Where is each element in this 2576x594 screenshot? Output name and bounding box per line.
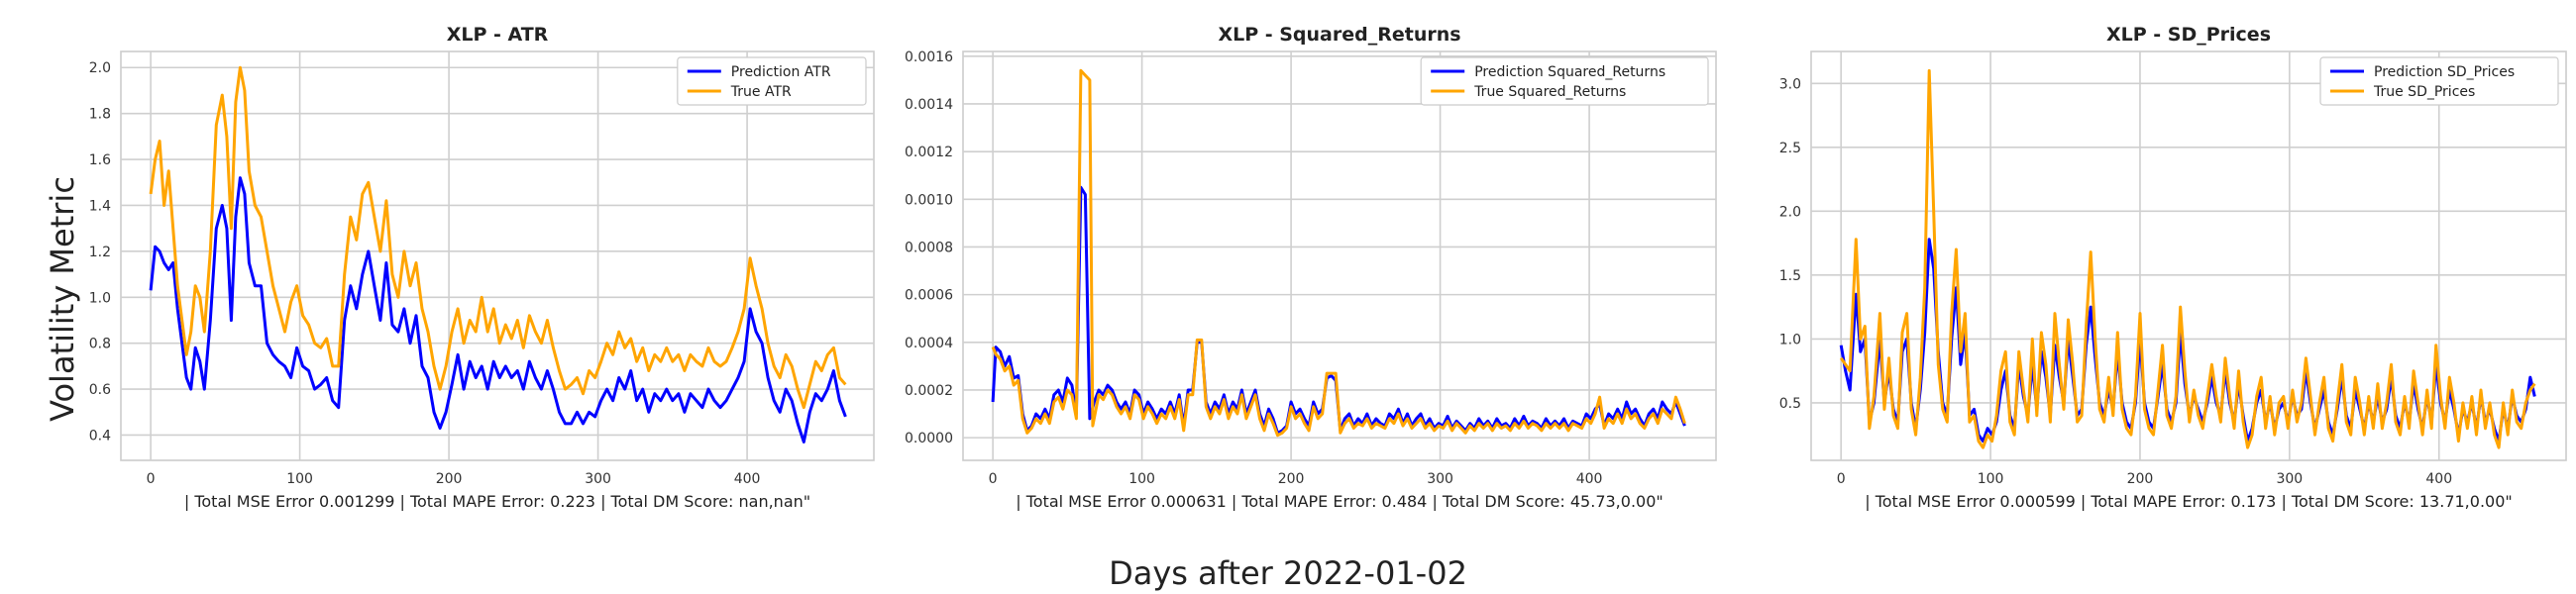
y-tick-label: 2.0: [1779, 204, 1801, 220]
y-tick-label: 0.0014: [905, 97, 953, 113]
y-tick-label: 0.4: [89, 428, 111, 444]
y-tick-label: 1.0: [1779, 332, 1801, 347]
y-tick-label: 1.6: [89, 152, 111, 168]
legend: [1420, 56, 1709, 106]
figure-xlabel: Days after 2022-01-02: [1109, 554, 1467, 592]
x-tick-label: 400: [734, 471, 761, 487]
x-tick-label: 100: [1978, 471, 2004, 487]
y-tick-label: 1.4: [89, 198, 111, 214]
figure-ylabel: Volatility Metric: [44, 176, 81, 422]
series-line-true-sd-prices: [1839, 68, 2536, 449]
metrics-caption: | Total MSE Error 0.000599 | Total MAPE …: [1865, 492, 2513, 511]
y-tick-label: 1.8: [89, 107, 111, 123]
series-line-true-squared-returns: [991, 68, 1686, 438]
subplot-atr: 0 100 200 300 400 0.4 0.6 0.8 1.0 1.2 1.4 1.6 1.8 2.0…: [89, 24, 875, 511]
legend-label: True ATR: [730, 84, 792, 100]
x-tick-label: 200: [436, 471, 463, 487]
legend-label: True SD_Prices: [2373, 84, 2475, 100]
y-tick-label: 0.0004: [905, 336, 953, 351]
x-tick-label: 300: [1427, 471, 1453, 487]
y-tick-label: 0.6: [89, 382, 111, 398]
subplot-squared-returns: 0 100 200 300 400 0.0000 0.0002 0.0004 0.0006 0.0…: [905, 24, 1717, 511]
y-tick-label: 0.0006: [905, 288, 953, 304]
legend-label: Prediction Squared_Returns: [1474, 64, 1665, 80]
x-tick-label: 200: [1278, 471, 1305, 487]
x-tick-label: 100: [1128, 471, 1155, 487]
y-tick-label: 0.0008: [905, 240, 953, 255]
series-line-true-atr: [149, 65, 847, 410]
x-tick-label: 0: [989, 471, 998, 487]
legend-label: True Squared_Returns: [1473, 84, 1626, 100]
x-tick-label: 400: [2425, 471, 2452, 487]
subplot-sd-prices: 0 100 200 300 400 0.5 1.0 1.5 2.0 2.5 3.0 XLP - SD_…: [1779, 24, 2567, 511]
y-tick-label: 2.5: [1779, 141, 1801, 156]
metrics-caption: | Total MSE Error 0.001299 | Total MAPE …: [184, 492, 810, 511]
legend-label: Prediction ATR: [731, 64, 831, 80]
x-tick-label: 400: [1576, 471, 1603, 487]
x-tick-label: 0: [1837, 471, 1846, 487]
x-tick-label: 300: [585, 471, 611, 487]
y-tick-label: 0.0002: [905, 383, 953, 399]
y-tick-label: 1.0: [89, 290, 111, 306]
x-tick-label: 0: [147, 471, 156, 487]
legend-label: Prediction SD_Prices: [2374, 64, 2515, 80]
y-tick-label: 0.8: [89, 337, 111, 352]
y-tick-label: 0.5: [1779, 396, 1801, 412]
metrics-caption: | Total MSE Error 0.000631 | Total MAPE …: [1016, 492, 1664, 511]
y-tick-label: 0.0016: [905, 50, 953, 65]
subplot-title: XLP - Squared_Returns: [1218, 24, 1460, 46]
y-tick-label: 2.0: [89, 60, 111, 76]
y-tick-label: 0.0000: [905, 431, 953, 446]
series-line-prediction-atr: [149, 176, 847, 444]
y-tick-label: 1.2: [89, 245, 111, 260]
subplot-title: XLP - ATR: [447, 24, 549, 46]
x-tick-label: 200: [2127, 471, 2154, 487]
y-tick-label: 0.0010: [905, 192, 953, 208]
legend: [677, 56, 867, 106]
y-tick-label: 3.0: [1779, 76, 1801, 92]
x-tick-label: 100: [286, 471, 313, 487]
y-tick-label: 1.5: [1779, 268, 1801, 284]
legend: [2319, 56, 2559, 106]
x-tick-label: 300: [2276, 471, 2303, 487]
subplot-title: XLP - SD_Prices: [2106, 24, 2271, 46]
y-tick-label: 0.0012: [905, 145, 953, 160]
